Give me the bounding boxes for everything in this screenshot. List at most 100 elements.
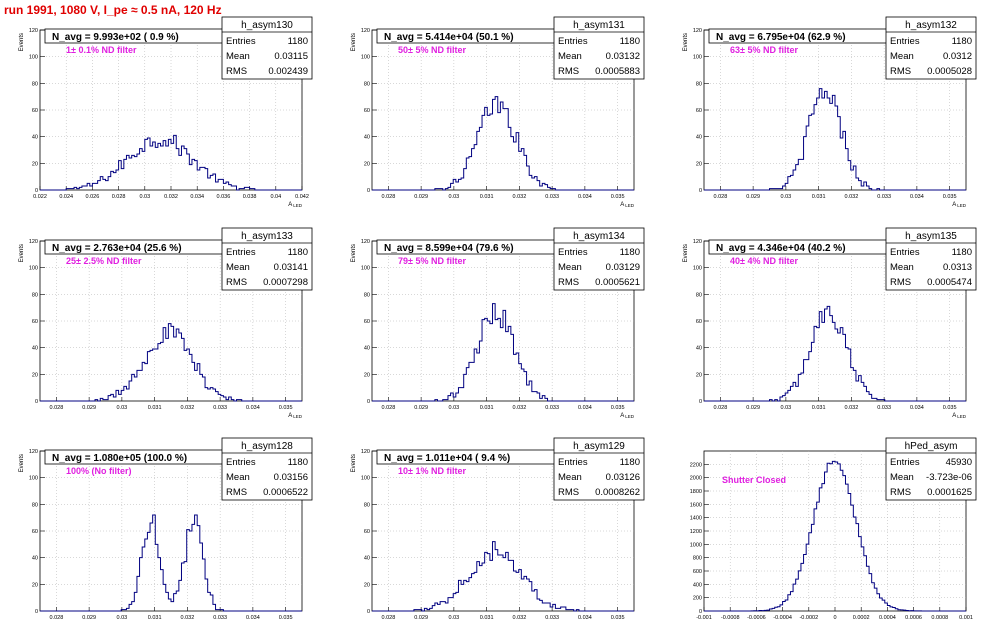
filter-annotation: 40± 4% ND filter [730, 256, 798, 266]
n-avg-label: N_avg = 9.993e+02 ( 0.9 %) [52, 32, 179, 43]
x-tick-label: 0.03 [781, 405, 792, 411]
stats-box-frame [221, 227, 313, 291]
x-axis-label: ALED [952, 202, 967, 208]
y-tick-label: 60 [364, 319, 370, 325]
stats-mean-label: Mean [890, 262, 914, 273]
x-tick-label: 0 [833, 615, 836, 621]
n-avg-label: N_avg = 6.795e+04 (62.9 %) [716, 32, 846, 43]
stats-rms-value: 0.002439 [268, 66, 308, 77]
stats-box: h_asym134 Entries 1180 Mean 0.03129 RMS 0.0005… [553, 227, 645, 291]
x-tick-label: 0.029 [414, 194, 428, 200]
y-tick-label: 20 [696, 161, 702, 167]
y-tick-label: 120 [29, 28, 38, 34]
y-tick-label: 120 [361, 239, 370, 245]
x-tick-label: 0.03 [781, 194, 792, 200]
stats-rms-value: 0.0005883 [595, 66, 640, 77]
y-tick-label: 40 [32, 556, 38, 562]
histogram-series-line [704, 305, 966, 402]
y-tick-label: 40 [32, 135, 38, 141]
y-tick-label: 40 [32, 346, 38, 352]
x-tick-label: 0.032 [512, 615, 526, 621]
stats-mean-value: -3.723e-06 [926, 472, 972, 483]
y-tick-label: 0 [367, 399, 370, 405]
x-tick-label: 0.034 [246, 615, 260, 621]
histogram-panel-h_asym134: 0.028 0.029 0.03 0.031 0.032 0.033 0.034 0.035 0… [351, 227, 645, 419]
stats-box: hPed_asym Entries 45930 Mean -3.723e-06 RMS 0.… [885, 437, 977, 501]
y-tick-label: 20 [364, 372, 370, 378]
x-axis-label: ALED [288, 202, 303, 208]
y-tick-label: 0 [35, 609, 38, 615]
y-tick-label: 20 [364, 582, 370, 588]
filter-annotation: 63± 5% ND filter [730, 45, 798, 55]
y-tick-label: 40 [696, 346, 702, 352]
histogram-panel-h_asym128: 0.028 0.029 0.03 0.031 0.032 0.033 0.034 0.035 0… [19, 437, 313, 621]
y-tick-label: 80 [32, 292, 38, 298]
x-tick-label: 0.031 [480, 615, 494, 621]
x-tick-label: 0.034 [578, 194, 592, 200]
x-tick-label: 0.035 [611, 405, 625, 411]
y-tick-label: 100 [29, 266, 38, 272]
histogram-name: h_asym130 [241, 20, 293, 31]
n-avg-label: N_avg = 8.599e+04 (79.6 %) [384, 243, 514, 254]
stats-rms-label: RMS [890, 277, 911, 288]
stats-entries-label: Entries [558, 36, 588, 47]
stats-entries-value: 45930 [946, 457, 972, 468]
stats-mean-label: Mean [226, 51, 250, 62]
x-tick-label: 0.033 [213, 615, 227, 621]
stats-box-frame [885, 437, 977, 501]
histogram-name: h_asym134 [573, 231, 625, 242]
stats-rms-label: RMS [890, 487, 911, 498]
x-tick-label: 0.034 [910, 194, 924, 200]
stats-rms-value: 0.0005474 [927, 277, 972, 288]
histogram-name: h_asym132 [905, 20, 957, 31]
y-tick-label: 120 [361, 28, 370, 34]
x-tick-label: -0.0002 [799, 615, 818, 621]
x-tick-label: 0.032 [164, 194, 178, 200]
n-avg-label: N_avg = 1.080e+05 (100.0 %) [52, 453, 187, 464]
x-tick-label: 0.0002 [853, 615, 870, 621]
y-tick-label: 60 [364, 529, 370, 535]
stats-mean-value: 0.03129 [606, 262, 640, 273]
y-tick-label: 80 [32, 81, 38, 87]
y-tick-label: 600 [693, 569, 702, 575]
x-tick-label: 0.033 [877, 194, 891, 200]
histogram-name: h_asym128 [241, 441, 293, 452]
stats-rms-label: RMS [558, 66, 579, 77]
stats-entries-label: Entries [890, 36, 920, 47]
stats-mean-label: Mean [226, 472, 250, 483]
y-tick-label: 1800 [690, 489, 702, 495]
y-tick-label: 100 [693, 266, 702, 272]
histogram-series-line [704, 460, 966, 612]
stats-box: h_asym129 Entries 1180 Mean 0.03126 RMS 0.0008… [553, 437, 645, 501]
x-tick-label: 0.029 [82, 405, 96, 411]
y-tick-label: 0 [699, 188, 702, 194]
y-tick-label: 1000 [690, 542, 702, 548]
stats-entries-value: 1180 [952, 247, 972, 258]
y-tick-label: 1600 [690, 502, 702, 508]
stats-rms-label: RMS [226, 277, 247, 288]
y-tick-label: 1400 [690, 516, 702, 522]
x-tick-label: 0.032 [512, 405, 526, 411]
x-tick-label: 0.028 [49, 405, 63, 411]
x-tick-label: 0.0004 [879, 615, 896, 621]
y-axis-label: Events [351, 33, 357, 51]
x-tick-label: 0.035 [279, 405, 293, 411]
x-tick-label: 0.028 [713, 194, 727, 200]
x-tick-label: 0.022 [33, 194, 47, 200]
stats-box: h_asym133 Entries 1180 Mean 0.03141 RMS 0.0007… [221, 227, 313, 291]
stats-box-frame [885, 227, 977, 291]
y-tick-label: 80 [364, 81, 370, 87]
x-tick-label: 0.031 [480, 194, 494, 200]
stats-mean-value: 0.03156 [274, 472, 308, 483]
x-tick-label: 0.033 [545, 615, 559, 621]
stats-entries-value: 1180 [952, 36, 972, 47]
stats-entries-label: Entries [890, 247, 920, 258]
n-avg-label: N_avg = 2.763e+04 (25.6 %) [52, 243, 182, 254]
x-tick-label: 0.032 [180, 615, 194, 621]
y-axis-label: Events [19, 244, 25, 262]
x-tick-label: 0.035 [943, 405, 957, 411]
x-tick-label: 0.035 [611, 194, 625, 200]
x-tick-label: 0.033 [877, 405, 891, 411]
x-tick-label: 0.031 [812, 405, 826, 411]
